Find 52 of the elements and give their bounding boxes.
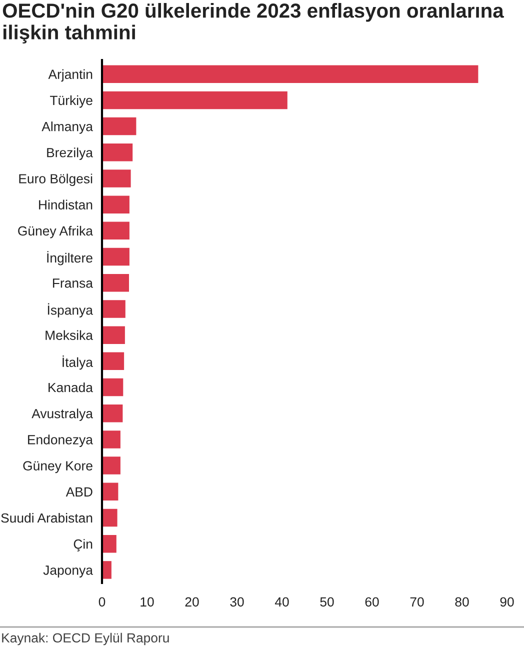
x-tick-label: 90 <box>500 597 514 607</box>
y-tick-label: Kanada <box>48 382 93 392</box>
y-tick-label: ABD <box>66 487 92 496</box>
bar <box>102 248 130 266</box>
bar <box>102 91 288 110</box>
x-tick-label: 0 <box>98 597 106 607</box>
bar <box>102 65 478 83</box>
x-tick-label: 20 <box>185 597 199 607</box>
x-tick-label: 40 <box>274 597 289 607</box>
y-tick-label: Güney Kore <box>23 461 92 474</box>
y-tick-label: İtalya <box>62 355 93 370</box>
y-tick-label: Almanya <box>42 122 93 134</box>
y-tick-label: İngiltere <box>47 251 92 266</box>
x-tick-label: 10 <box>140 597 154 607</box>
bar <box>102 274 129 292</box>
bar <box>102 300 126 318</box>
y-tick-label: Güney Afrika <box>18 226 93 238</box>
y-tick-label: Suudi Arabistan <box>1 512 92 523</box>
bar <box>102 404 123 422</box>
bar <box>102 170 131 188</box>
y-tick-label: Endonezya <box>28 434 93 447</box>
y-tick-label: Çin <box>74 539 92 552</box>
text: Kaynak: OECD Eylül Raporu <box>2 632 169 646</box>
bar <box>102 430 120 448</box>
chart-title: OECD'nin G20 ülkelerinde 2023 enflasyon oranlarına ilişkin tahmini <box>2 3 504 44</box>
y-tick-label: Japonya <box>43 566 93 578</box>
y-tick-label: Euro Bölgesi <box>19 174 92 186</box>
y-tick-label: İspanya <box>48 303 93 318</box>
bar <box>102 144 133 162</box>
bar <box>102 196 130 214</box>
bar <box>102 222 130 240</box>
bar <box>102 378 124 396</box>
bar <box>102 534 116 553</box>
x-tick-label: 30 <box>230 597 244 607</box>
x-tick-label: 50 <box>320 597 334 607</box>
y-tick-label: Fransa <box>52 278 93 288</box>
y-tick-label: Brezilya <box>47 148 93 160</box>
y-tick-label: Arjantin <box>48 69 92 82</box>
y-tick-label: Hindistan <box>39 200 92 210</box>
y-tick-label: Avustralya <box>32 408 93 421</box>
x-tick-label: 80 <box>455 597 469 607</box>
bar <box>102 561 112 579</box>
bar <box>102 456 120 474</box>
bar <box>102 352 124 370</box>
bar <box>102 326 125 344</box>
y-tick-label: Türkiye <box>50 95 92 108</box>
bar <box>102 508 118 527</box>
y-tick-label: Meksika <box>46 330 93 340</box>
bar <box>102 482 118 501</box>
bar <box>102 117 136 136</box>
x-tick-label: 60 <box>365 597 379 607</box>
x-tick-label: 70 <box>410 597 424 607</box>
